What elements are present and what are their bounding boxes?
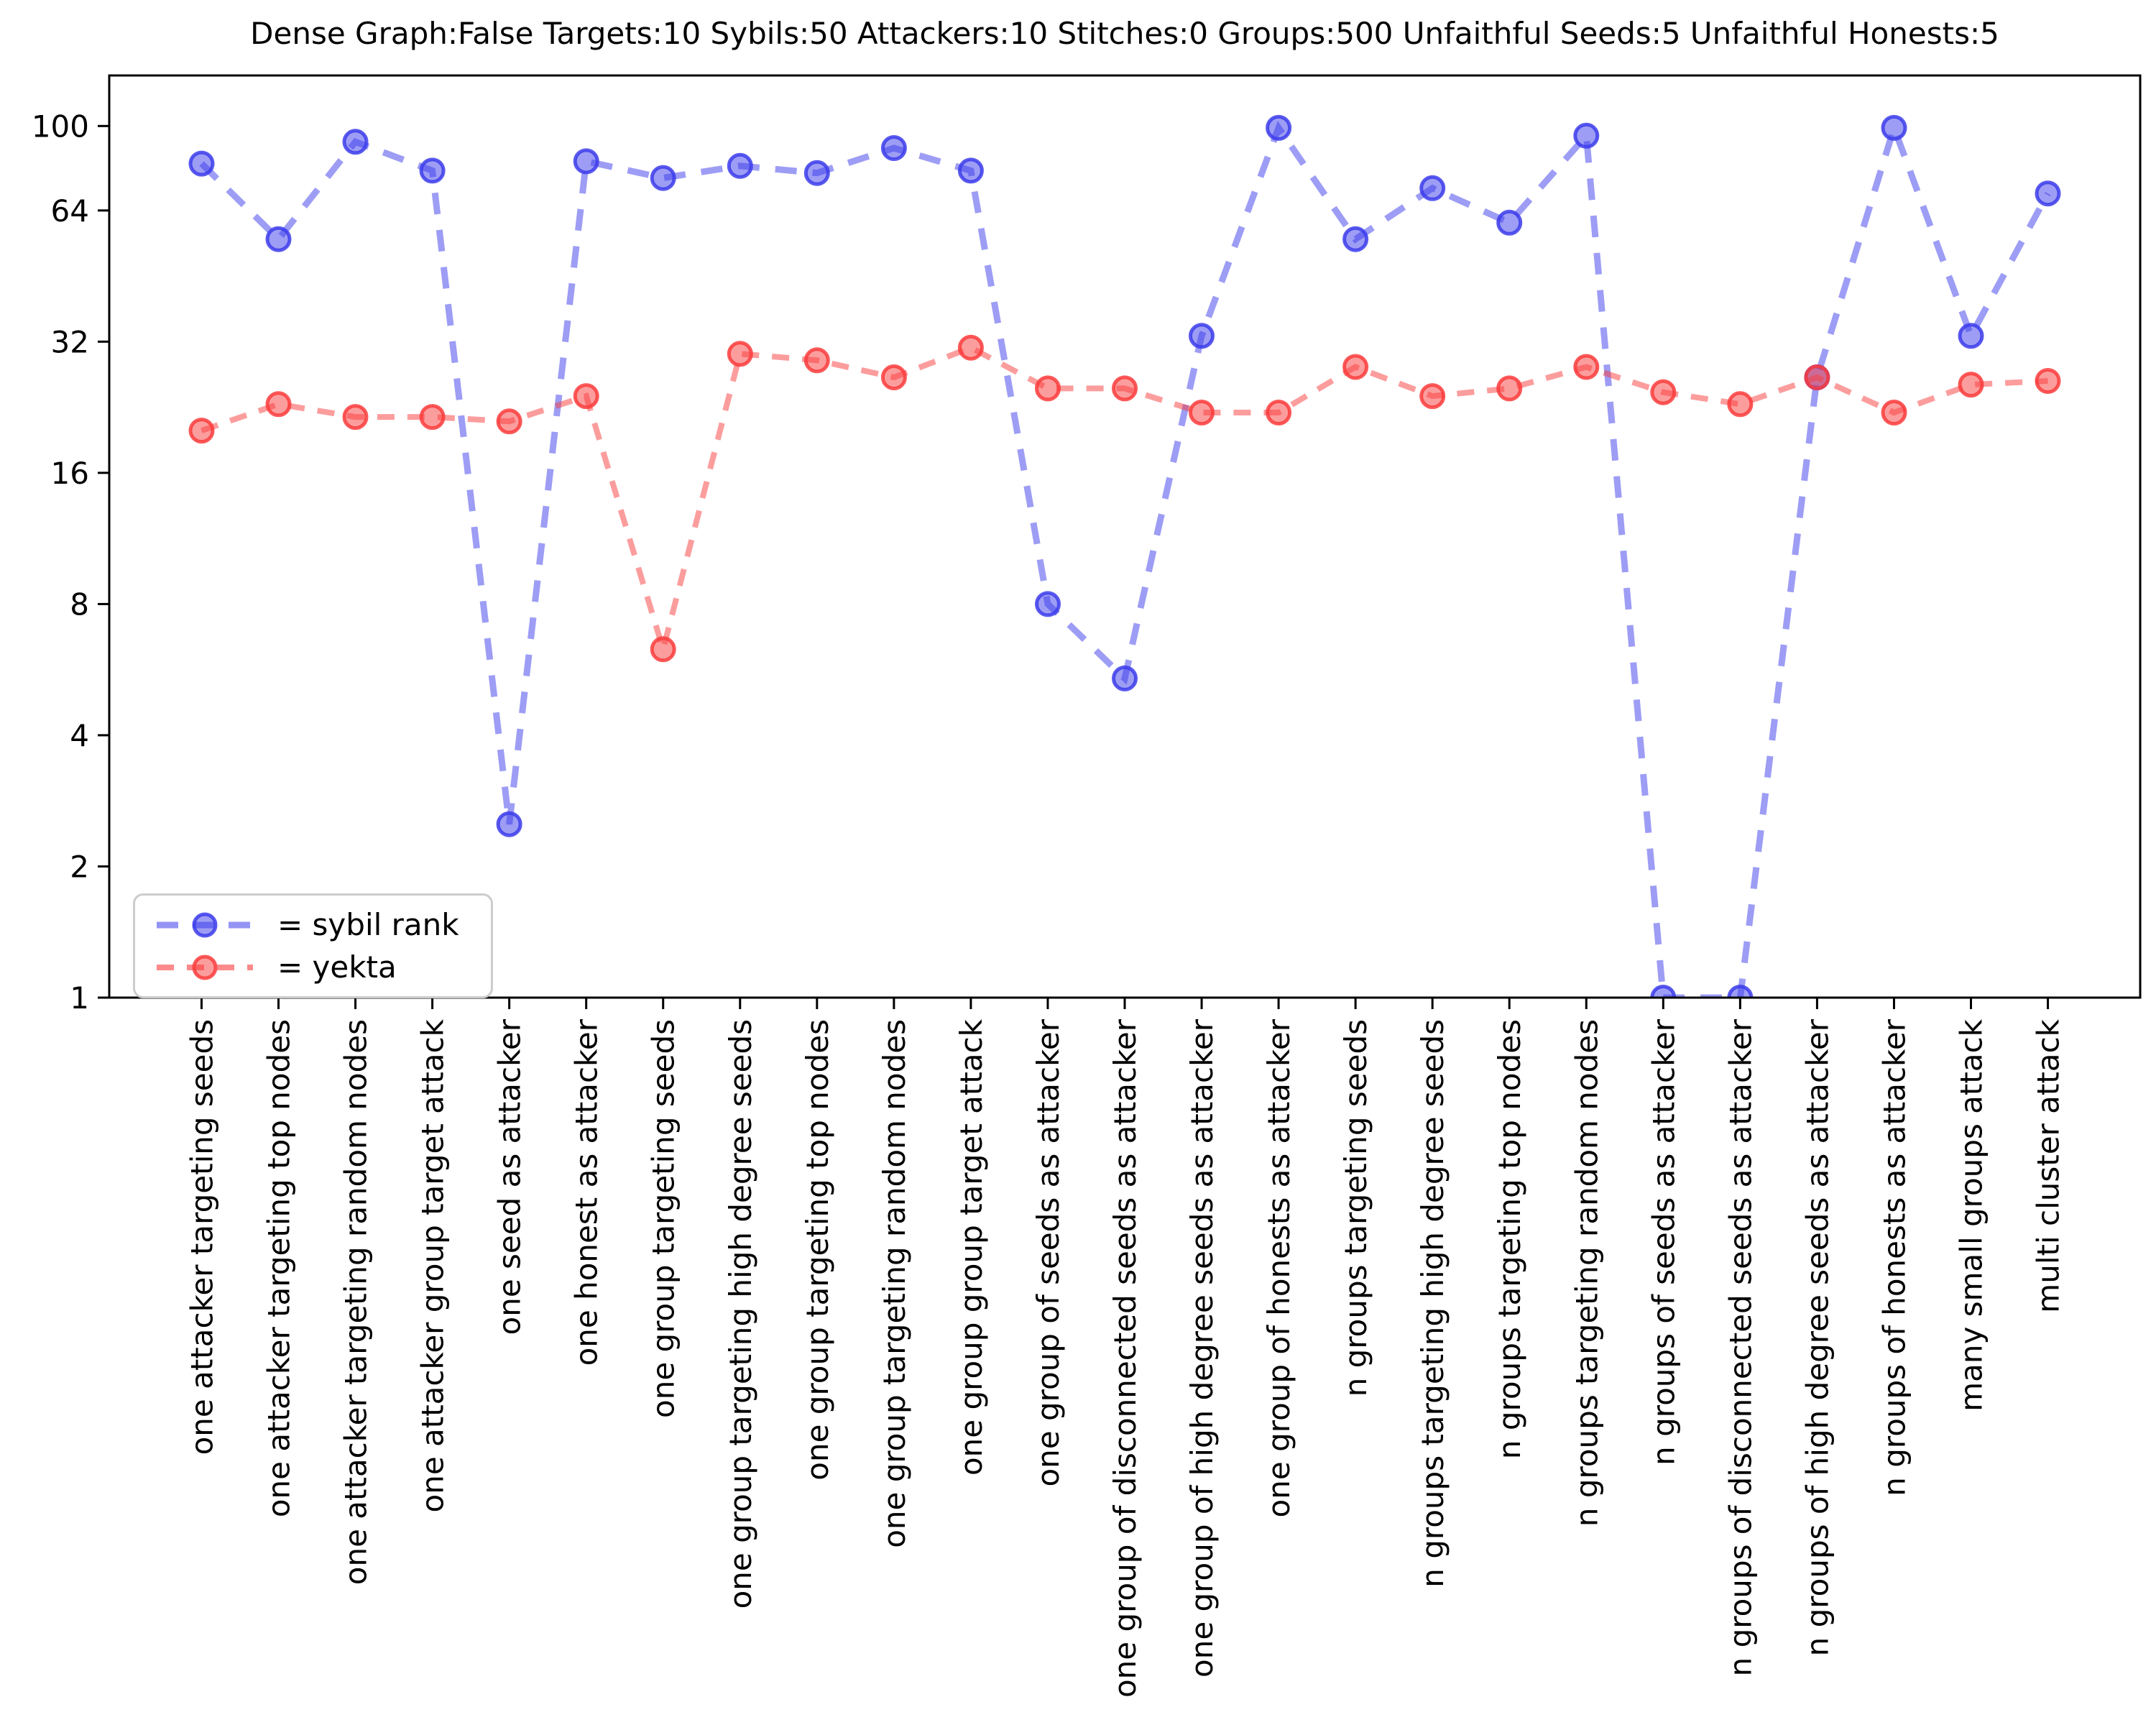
x-tick-label: one group of disconnected seeds as attac… <box>1107 1018 1143 1698</box>
data-point-sybil-rank <box>419 157 446 184</box>
x-tick-label: one honest as attacker <box>569 1018 604 1366</box>
data-point-sybil-rank <box>880 135 907 161</box>
x-tick-label: n groups targeting top nodes <box>1492 1019 1527 1459</box>
x-tick-label: one seed as attacker <box>492 1018 528 1335</box>
y-tick-label: 64 <box>51 193 89 229</box>
series-line-sybil-rank <box>199 117 2051 998</box>
y-tick-label: 4 <box>70 718 89 753</box>
data-point-yekta <box>1804 364 1830 390</box>
data-point-sybil-rank <box>342 129 369 155</box>
data-point-sybil-rank <box>496 811 522 837</box>
data-point-yekta <box>1881 400 1907 426</box>
data-point-sybil-rank <box>573 148 599 175</box>
data-point-sybil-rank <box>650 165 676 191</box>
data-point-yekta <box>1727 391 1754 418</box>
x-tick-label: n groups of high degree seeds as attacke… <box>1800 1018 1835 1656</box>
data-point-yekta <box>1112 375 1138 402</box>
data-point-yekta <box>419 404 446 431</box>
x-tick-label: one group targeting seeds <box>646 1019 681 1418</box>
y-tick-label: 32 <box>51 324 89 359</box>
data-point-yekta <box>1650 379 1677 405</box>
data-point-yekta <box>650 636 676 663</box>
data-point-yekta <box>1342 354 1369 380</box>
x-tick-label: n groups targeting seeds <box>1338 1019 1373 1397</box>
x-tick-label: one attacker targeting random nodes <box>338 1019 374 1585</box>
data-point-sybil-rank <box>1112 665 1138 691</box>
data-point-sybil-rank <box>727 152 753 179</box>
x-tick-label: one attacker group target attack <box>415 1018 451 1512</box>
x-tick-label: n groups of honests as attacker <box>1876 1018 1912 1496</box>
data-point-sybil-rank <box>1035 591 1061 617</box>
x-tick-label: one group group target attack <box>954 1018 989 1476</box>
data-point-sybil-rank <box>1266 114 1292 141</box>
x-tick-label: many small groups attack <box>1954 1018 1989 1411</box>
data-point-yekta <box>496 408 522 435</box>
data-point-sybil-rank <box>803 160 830 186</box>
data-point-yekta <box>188 418 215 444</box>
y-tick-label: 8 <box>70 586 89 622</box>
x-tick-label: n groups of seeds as attacker <box>1646 1018 1681 1466</box>
data-point-yekta <box>1958 372 1984 398</box>
legend-sample-sybil-rank-icon <box>157 912 253 937</box>
x-tick-label: one attacker targeting top nodes <box>262 1019 297 1517</box>
data-point-sybil-rank <box>2035 180 2061 207</box>
legend: = sybil rank = yekta <box>133 893 493 998</box>
data-point-yekta <box>880 364 907 390</box>
legend-label-sybil-rank: = sybil rank <box>277 907 459 942</box>
data-point-sybil-rank <box>1881 114 1907 141</box>
legend-row-yekta: = yekta <box>151 949 459 985</box>
x-tick-label: one group targeting random nodes <box>877 1019 912 1548</box>
x-tick-label: one group of seeds as attacker <box>1031 1018 1066 1486</box>
data-point-sybil-rank <box>265 226 292 252</box>
data-point-yekta <box>1573 354 1600 380</box>
plot-area-border <box>108 74 2142 999</box>
data-point-yekta <box>1266 400 1292 426</box>
data-point-sybil-rank <box>1496 209 1523 236</box>
data-point-sybil-rank <box>1419 175 1446 201</box>
data-point-sybil-rank <box>1958 323 1984 349</box>
data-point-yekta <box>265 391 292 418</box>
data-point-sybil-rank <box>957 157 984 184</box>
y-tick-label: 16 <box>51 456 89 491</box>
data-point-yekta <box>342 404 369 431</box>
x-tick-label: multi cluster attack <box>2031 1018 2066 1312</box>
data-point-yekta <box>2035 368 2061 394</box>
legend-label-yekta: = yekta <box>277 949 397 985</box>
data-point-yekta <box>1035 375 1061 402</box>
x-tick-label: n groups targeting random nodes <box>1569 1019 1604 1527</box>
legend-sample-yekta-icon <box>157 954 253 980</box>
x-tick-label: n groups of disconnected seeds as attack… <box>1723 1018 1758 1676</box>
x-tick-label: one group targeting top nodes <box>800 1019 835 1481</box>
data-point-yekta <box>957 334 984 361</box>
y-tick-label: 1 <box>70 980 89 1016</box>
legend-row-sybil-rank: = sybil rank <box>151 907 459 942</box>
x-tick-label: one group of high degree seeds as attack… <box>1184 1018 1220 1678</box>
data-point-sybil-rank <box>1727 985 1754 998</box>
data-point-yekta <box>727 341 753 367</box>
data-point-yekta <box>1419 383 1446 410</box>
y-tick-label: 2 <box>70 849 89 884</box>
chart-title: Dense Graph:False Targets:10 Sybils:50 A… <box>250 16 1999 51</box>
data-point-sybil-rank <box>1650 985 1677 998</box>
data-point-sybil-rank <box>1573 122 1600 149</box>
data-point-yekta <box>573 383 599 410</box>
series-yekta <box>188 334 2061 663</box>
x-tick-label: one group targeting high degree seeds <box>723 1019 758 1609</box>
series-sybil-rank <box>188 114 2061 998</box>
data-point-sybil-rank <box>188 150 215 177</box>
data-point-yekta <box>803 347 830 374</box>
x-tick-label: one attacker targeting seeds <box>184 1019 219 1455</box>
data-point-yekta <box>1496 375 1523 402</box>
data-point-yekta <box>1189 400 1215 426</box>
y-tick-label: 100 <box>32 109 89 144</box>
x-tick-label: one group of honests as attacker <box>1261 1018 1296 1517</box>
x-tick-label: n groups targeting high degree seeds <box>1415 1019 1450 1588</box>
data-point-sybil-rank <box>1342 226 1369 252</box>
data-point-sybil-rank <box>1189 323 1215 349</box>
